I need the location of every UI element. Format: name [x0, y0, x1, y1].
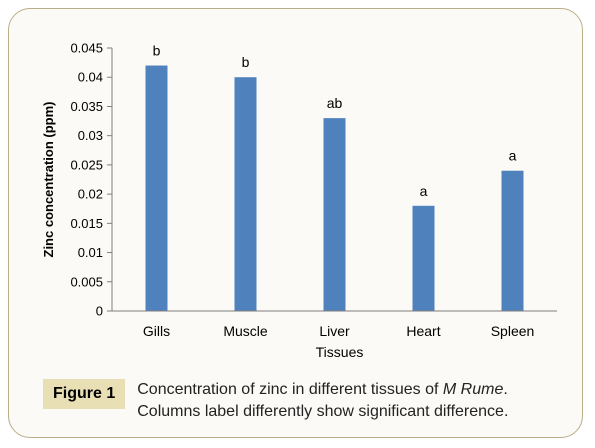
- caption-line-1-text: Concentration of zinc in different tissu…: [137, 381, 443, 398]
- caption-line-1-end: .: [503, 381, 508, 398]
- bar-labels: b b ab a a: [153, 43, 517, 199]
- caption-line-2: Columns label differently show significa…: [137, 403, 509, 420]
- caption-text: Concentration of zinc in different tissu…: [137, 379, 508, 423]
- x-axis-label: Tissues: [316, 344, 364, 360]
- y-axis-ticks: 0 0.005 0.01 0.015 0.02 0.025 0.03 0.035 0.04 0.0…: [70, 41, 112, 319]
- y-tick-label: 0.04: [78, 70, 103, 85]
- x-tick-label: Heart: [406, 323, 440, 339]
- x-axis-ticks: Gills Muscle Liver Heart Spleen: [143, 323, 534, 339]
- y-tick-label: 0.01: [78, 245, 103, 260]
- bar-significance-label: b: [153, 43, 161, 59]
- bar-significance-label: a: [420, 183, 428, 199]
- x-tick-label: Muscle: [223, 323, 268, 339]
- bar-significance-label: b: [242, 54, 250, 70]
- y-tick-label: 0.025: [70, 157, 103, 172]
- y-tick-label: 0.035: [70, 99, 103, 114]
- y-tick-label: 0.015: [70, 216, 103, 231]
- y-axis-label: Zinc concentration (ppm): [41, 102, 56, 258]
- bar: [323, 118, 346, 311]
- figure-label: Figure 1: [43, 379, 126, 409]
- bar-chart: 0 0.005 0.01 0.015 0.02 0.025 0.03 0.035 0.04 0.0…: [41, 41, 557, 360]
- y-tick-label: 0.005: [70, 274, 103, 289]
- x-tick-label: Spleen: [491, 323, 535, 339]
- y-tick-label: 0.03: [78, 128, 103, 143]
- bar-significance-label: a: [509, 148, 517, 164]
- bar: [501, 170, 524, 311]
- bar: [145, 65, 168, 312]
- caption-line-1: Concentration of zinc in different tissu…: [137, 379, 508, 401]
- caption-species: M Rume: [442, 381, 504, 398]
- figure-frame: 0 0.005 0.01 0.015 0.02 0.025 0.03 0.035 0.04 0.0…: [8, 8, 583, 438]
- y-tick-label: 0.045: [70, 41, 103, 56]
- y-tick-label: 0: [96, 304, 103, 319]
- figure-caption: Figure 1 Concentration of zinc in differ…: [43, 379, 573, 423]
- y-tick-label: 0.02: [78, 187, 103, 202]
- bar-significance-label: ab: [327, 95, 343, 111]
- x-tick-label: Liver: [319, 323, 350, 339]
- bar: [412, 205, 435, 311]
- x-tick-label: Gills: [143, 323, 170, 339]
- bar: [234, 77, 257, 311]
- bars: [145, 65, 524, 312]
